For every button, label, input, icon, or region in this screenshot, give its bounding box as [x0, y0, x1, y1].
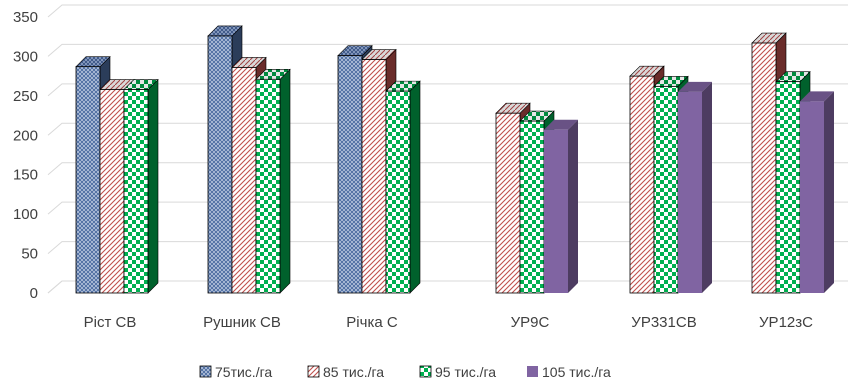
- x-axis-category-labels: Ріст СВ Рушник СВ Річка С УР9С УР331СВ УР12зС: [84, 314, 813, 331]
- legend-label: 105 тис./га: [542, 364, 611, 380]
- y-tick-label: 50: [21, 246, 38, 263]
- legend-label: 85 тис./га: [323, 364, 384, 380]
- y-tick-label: 350: [13, 9, 38, 26]
- bar: [800, 91, 834, 294]
- gridline: [47, 4, 848, 18]
- legend-swatch: [527, 366, 538, 377]
- gridline: [47, 280, 848, 294]
- x-tick-label: Рушник СВ: [203, 314, 281, 331]
- y-tick-label: 100: [13, 206, 38, 223]
- legend-item: 105 тис./га: [527, 364, 611, 380]
- x-tick-label: Ріст СВ: [84, 314, 137, 331]
- x-tick-label: Річка С: [346, 314, 398, 331]
- gridline: [47, 83, 848, 97]
- legend-item: 75тис./га: [199, 364, 272, 380]
- gridline: [47, 201, 848, 215]
- y-tick-label: 300: [13, 48, 38, 65]
- x-tick-label: УР9С: [511, 314, 550, 331]
- y-axis-tick-labels: 0 50 100 150 200 250 300 350: [13, 9, 38, 302]
- gridline: [47, 162, 848, 176]
- floor-edge: [47, 280, 63, 294]
- bar: [255, 68, 291, 294]
- legend-swatch: [199, 365, 212, 378]
- gridline: [47, 122, 848, 136]
- legend: 75тис./га 85 тис./га 95 тис./га 105 тис./га: [199, 364, 611, 380]
- y-tick-label: 250: [13, 88, 38, 105]
- legend-item: 85 тис./га: [307, 364, 384, 380]
- legend-label: 75тис./га: [215, 364, 272, 380]
- legend-swatch: [307, 365, 320, 378]
- legend-label: 95 тис./га: [435, 364, 496, 380]
- legend-swatch: [419, 365, 432, 378]
- x-tick-label: УР331СВ: [631, 314, 696, 331]
- bar: [385, 80, 421, 294]
- legend-item: 95 тис./га: [419, 364, 496, 380]
- y-tick-label: 0: [30, 285, 38, 302]
- bars: [75, 25, 834, 294]
- bar: [544, 119, 578, 293]
- y-tick-label: 150: [13, 167, 38, 184]
- gridlines: [47, 4, 848, 294]
- gridline: [47, 241, 848, 254]
- bar: [678, 81, 712, 294]
- gridline: [47, 43, 848, 57]
- y-tick-label: 200: [13, 127, 38, 144]
- x-tick-label: УР12зС: [759, 314, 813, 331]
- bar: [123, 78, 159, 294]
